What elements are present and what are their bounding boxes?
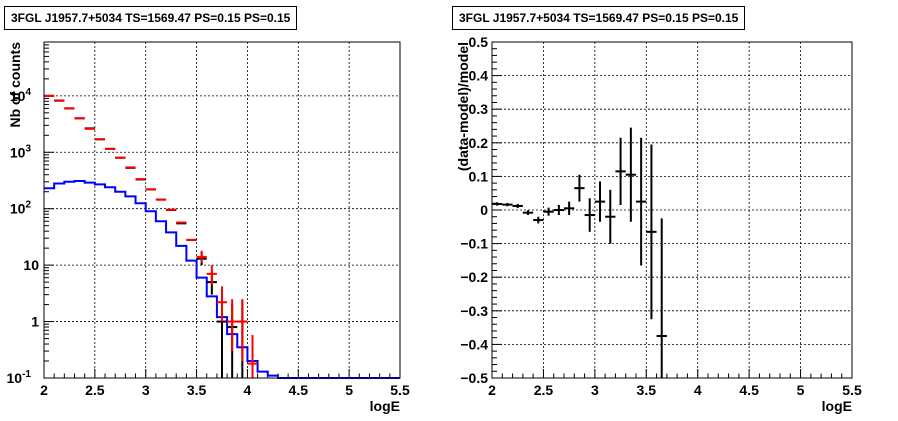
counts-x-tick-label: 5 bbox=[345, 382, 353, 398]
left-chart-title: 3FGL J1957.7+5034 TS=1569.47 PS=0.15 PS=… bbox=[4, 6, 298, 30]
resid-y-tick-label: 0.5 bbox=[469, 34, 489, 50]
counts-y-tick-label: 10-1 bbox=[7, 369, 32, 386]
resid-x-tick-label: 4.5 bbox=[739, 382, 759, 398]
counts-y-tick-label: 10 bbox=[23, 257, 39, 273]
resid-y-tick-label: 0.3 bbox=[469, 101, 489, 117]
counts-y-axis-label: Nb of counts bbox=[7, 42, 23, 128]
residual-chart: −0.5 −0.4 −0.3 −0.2 −0.1 0 0.1 0.2 0.3 0.4 0.5 2 2.5… bbox=[455, 34, 862, 414]
resid-y-tick-label: −0.2 bbox=[460, 269, 488, 285]
right-chart-title: 3FGL J1957.7+5034 TS=1569.47 PS=0.15 PS=… bbox=[452, 6, 746, 30]
counts-y-tick-label: 1 bbox=[31, 314, 39, 330]
resid-x-tick-label: 5 bbox=[797, 382, 805, 398]
resid-x-tick-label: 4 bbox=[694, 382, 702, 398]
resid-y-tick-label: 0 bbox=[480, 202, 488, 218]
resid-y-tick-label: 0.2 bbox=[469, 135, 489, 151]
counts-y-tick-label: 104 bbox=[10, 87, 32, 104]
plot-frame bbox=[491, 41, 853, 379]
resid-x-tick-label: 5.5 bbox=[842, 382, 862, 398]
counts-y-tick-label: 103 bbox=[10, 143, 32, 160]
resid-x-tick-label: 3.5 bbox=[637, 382, 657, 398]
counts-x-tick-label: 2 bbox=[40, 382, 48, 398]
counts-x-tick-label: 4 bbox=[244, 382, 252, 398]
resid-x-tick-label: 3 bbox=[591, 382, 599, 398]
resid-y-tick-label: −0.5 bbox=[460, 370, 488, 386]
counts-y-tick-label: 102 bbox=[10, 200, 32, 217]
resid-y-tick-label: 0.4 bbox=[469, 68, 489, 84]
counts-x-tick-label: 5.5 bbox=[390, 382, 410, 398]
resid-y-tick-label: −0.4 bbox=[460, 336, 488, 352]
resid-x-axis-label: logE bbox=[822, 398, 852, 414]
resid-y-tick-label: −0.3 bbox=[460, 303, 488, 319]
counts-x-axis-label: logE bbox=[370, 398, 400, 414]
counts-x-tick-label: 4.5 bbox=[289, 382, 309, 398]
resid-y-tick-label: 0.1 bbox=[469, 168, 489, 184]
counts-x-tick-label: 3.5 bbox=[187, 382, 207, 398]
plot-frame bbox=[43, 41, 401, 379]
counts-x-tick-label: 3 bbox=[142, 382, 150, 398]
resid-x-tick-label: 2.5 bbox=[534, 382, 554, 398]
counts-x-tick-label: 2.5 bbox=[85, 382, 105, 398]
resid-y-tick-label: −0.1 bbox=[460, 236, 488, 252]
resid-x-tick-label: 2 bbox=[488, 382, 496, 398]
resid-y-axis-label: (data-model)/model bbox=[455, 42, 471, 171]
